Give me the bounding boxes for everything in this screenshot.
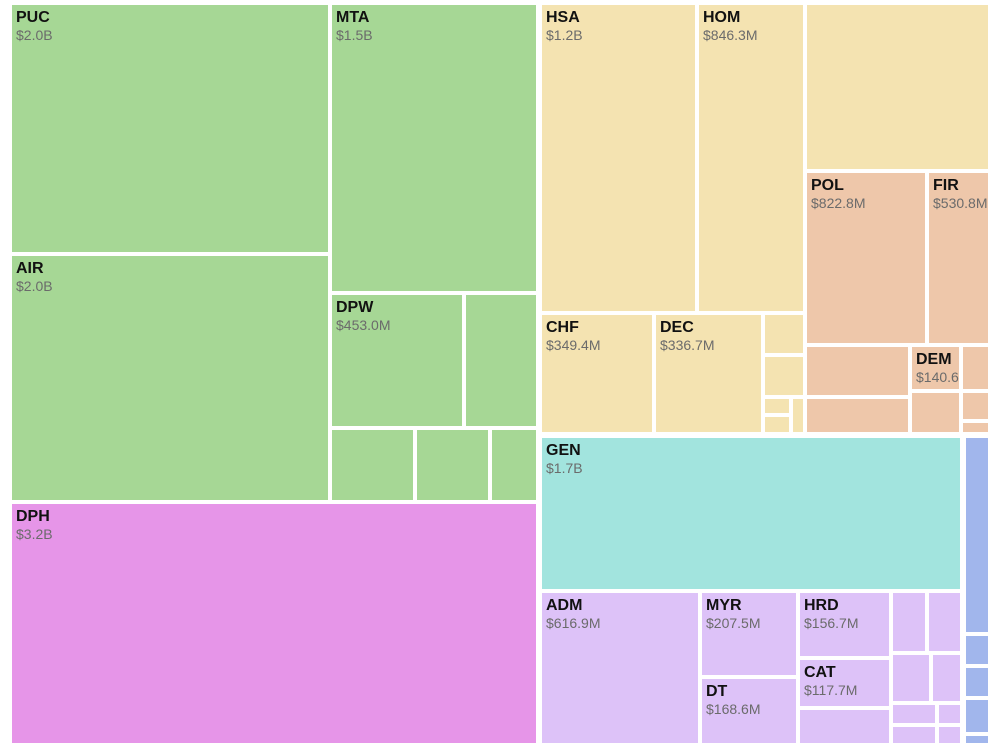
- cell-value-label: $349.4M: [546, 337, 601, 353]
- treemap-cell-unlabeled-21: [805, 345, 910, 397]
- cell-value-label: $1.7B: [546, 460, 583, 476]
- cell-value-label: $140.6M: [916, 369, 959, 385]
- cell-value-label: $1.5B: [336, 27, 373, 43]
- cell-code-label: DT: [706, 683, 728, 700]
- treemap-cell-unlabeled-36: [891, 591, 927, 653]
- treemap-cell-unlabeled-47: [964, 666, 990, 698]
- cell-code-label: DEC: [660, 319, 694, 336]
- cell-value-label: $846.3M: [703, 27, 758, 43]
- cell-code-label: CHF: [546, 319, 579, 336]
- treemap-cell-unlabeled-46: [964, 634, 990, 666]
- cell-value-label: $616.9M: [546, 615, 601, 631]
- treemap-cell-unlabeled-17: [791, 397, 805, 434]
- treemap-cell-dec: DEC $336.7M: [654, 313, 763, 434]
- cell-code-label: MYR: [706, 597, 742, 614]
- treemap-cell-mta: MTA $1.5B: [330, 3, 538, 293]
- cell-value-label: $530.8M: [933, 195, 988, 211]
- treemap-cell-unlabeled-42: [891, 725, 937, 745]
- treemap-cell-gen: GEN $1.7B: [540, 436, 962, 591]
- cell-code-label: POL: [811, 177, 844, 194]
- treemap-cell-unlabeled-5: [330, 428, 415, 502]
- treemap-cell-dpw: DPW $453.0M: [330, 293, 464, 428]
- cell-value-label: $2.0B: [16, 27, 53, 43]
- treemap-cell-dem: DEM$140.6M: [910, 345, 961, 391]
- cell-code-label: HSA: [546, 9, 580, 26]
- treemap-cell-unlabeled-44: [798, 708, 891, 745]
- cell-value-label: $207.5M: [706, 615, 761, 631]
- cell-value-label: $156.7M: [804, 615, 859, 631]
- treemap-cell-hom: HOM $846.3M: [697, 3, 805, 313]
- treemap-cell-unlabeled-14: [763, 355, 805, 397]
- treemap-cell-unlabeled-27: [805, 397, 910, 434]
- treemap-cell-unlabeled-39: [931, 653, 962, 703]
- cell-code-label: DPH: [16, 508, 50, 525]
- cell-value-label: $168.6M: [706, 701, 761, 717]
- treemap-cell-unlabeled-40: [891, 703, 937, 725]
- treemap-cell-unlabeled-6: [415, 428, 490, 502]
- treemap-cell-hsa: HSA $1.2B: [540, 3, 697, 313]
- cell-value-label: $1.2B: [546, 27, 583, 43]
- treemap-cell-unlabeled-23: [961, 345, 990, 391]
- treemap-cell-air: AIR $2.0B: [10, 254, 330, 502]
- treemap-cell-unlabeled-16: [763, 415, 791, 434]
- treemap-cell-adm: ADM $616.9M: [540, 591, 700, 745]
- treemap-cell-chf: CHF $349.4M: [540, 313, 654, 434]
- cell-value-label: $3.2B: [16, 526, 53, 542]
- treemap-cell-puc: PUC $2.0B: [10, 3, 330, 254]
- treemap-cell-unlabeled-25: [961, 391, 990, 421]
- treemap-cell-fir: FIR $530.8M: [927, 171, 990, 345]
- cell-code-label: DEM: [916, 351, 952, 368]
- treemap-cell-unlabeled-24: [910, 391, 961, 434]
- cell-code-label: ADM: [546, 597, 583, 614]
- treemap-cell-unlabeled-15: [763, 397, 791, 415]
- cell-code-label: FIR: [933, 177, 959, 194]
- treemap-cell-unlabeled-26: [961, 421, 990, 434]
- treemap-cell-unlabeled-41: [937, 703, 962, 725]
- cell-code-label: HOM: [703, 9, 741, 26]
- cell-code-label: AIR: [16, 260, 44, 277]
- cell-code-label: DPW: [336, 299, 374, 316]
- treemap-cell-unlabeled-49: [964, 734, 990, 745]
- treemap-cell-dph: DPH $3.2B: [10, 502, 538, 745]
- treemap-cell-myr: MYR $207.5M: [700, 591, 798, 677]
- treemap-cell-unlabeled-18: [805, 3, 990, 171]
- treemap-cell-unlabeled-43: [937, 725, 962, 745]
- treemap-cell-unlabeled-37: [927, 591, 962, 653]
- treemap-cell-unlabeled-4: [464, 293, 538, 428]
- treemap-cell-dt: DT $168.6M: [700, 677, 798, 745]
- cell-code-label: HRD: [804, 597, 839, 614]
- cell-value-label: $2.0B: [16, 278, 53, 294]
- treemap-cell-unlabeled-13: [763, 313, 805, 355]
- treemap-cell-cat: CAT $117.7M: [798, 658, 891, 708]
- treemap-cell-unlabeled-7: [490, 428, 538, 502]
- cell-value-label: $453.0M: [336, 317, 391, 333]
- treemap-cell-hrd: HRD $156.7M: [798, 591, 891, 658]
- cell-value-label: $822.8M: [811, 195, 866, 211]
- cell-code-label: PUC: [16, 9, 50, 26]
- cell-code-label: CAT: [804, 664, 836, 681]
- treemap-cell-unlabeled-38: [891, 653, 931, 703]
- cell-code-label: GEN: [546, 442, 581, 459]
- treemap-cell-pol: POL $822.8M: [805, 171, 927, 345]
- cell-code-label: MTA: [336, 9, 370, 26]
- cell-value-label: $336.7M: [660, 337, 715, 353]
- treemap-cell-unlabeled-45: [964, 436, 990, 634]
- cell-value-label: $117.7M: [804, 682, 858, 698]
- treemap-cell-unlabeled-48: [964, 698, 990, 734]
